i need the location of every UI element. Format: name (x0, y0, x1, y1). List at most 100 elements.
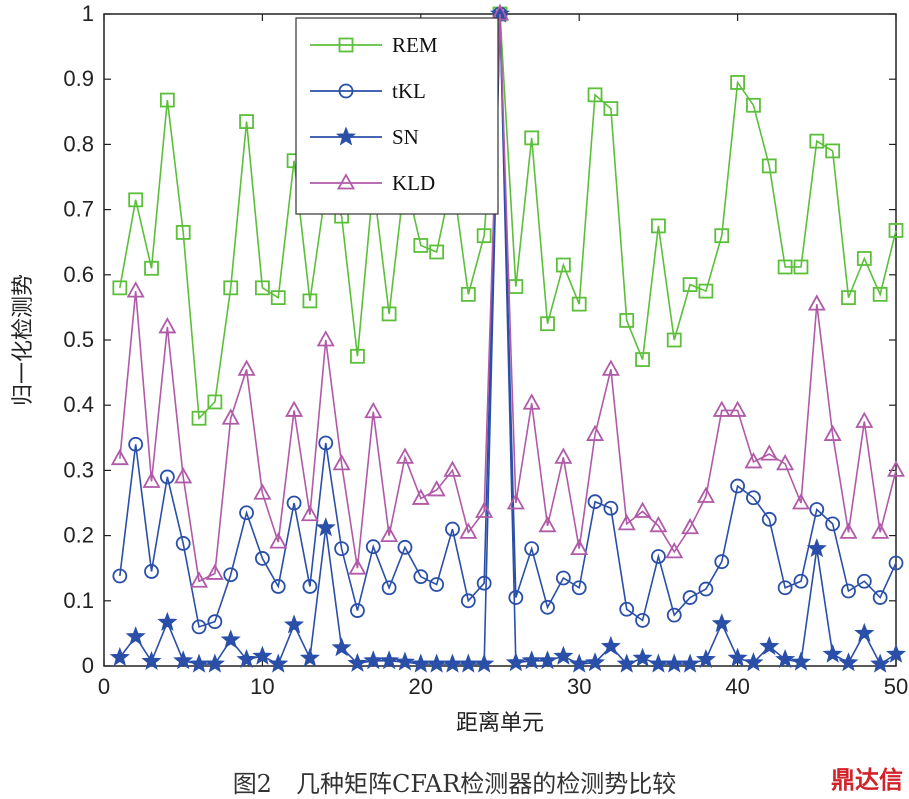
data-point-SN (252, 645, 273, 665)
data-point-REM (159, 92, 175, 108)
data-point-KLD (300, 504, 319, 522)
y-tick-label: 0.1 (63, 588, 94, 613)
data-point-SN (553, 645, 574, 665)
y-axis-label: 归一化检测势 (11, 274, 36, 406)
data-point-REM (825, 143, 841, 159)
data-point-SN (474, 653, 495, 673)
data-point-tKL (746, 490, 761, 506)
data-point-KLD (554, 447, 573, 464)
data-point-SN (711, 613, 732, 633)
data-point-tKL (302, 579, 318, 594)
legend-label: REM (392, 33, 438, 57)
data-point-SN (331, 637, 352, 657)
data-point-KLD (586, 424, 605, 441)
data-point-REM (207, 394, 223, 410)
data-point-REM (730, 75, 745, 90)
data-point-tKL (698, 581, 714, 597)
data-point-REM (587, 87, 603, 103)
x-tick-label: 0 (98, 674, 110, 699)
data-point-tKL (207, 614, 223, 630)
data-point-SN (775, 648, 796, 668)
data-point-KLD (538, 515, 557, 533)
data-point-SN (315, 517, 336, 537)
data-point-REM (381, 306, 397, 322)
legend-entry-REM: REM (310, 33, 438, 57)
data-point-KLD (364, 401, 383, 419)
data-point-KLD (459, 522, 478, 539)
data-point-REM (429, 244, 445, 260)
data-point-REM (856, 251, 872, 266)
legend-marker (336, 173, 356, 190)
data-point-SN (569, 653, 590, 673)
data-point-tKL (841, 583, 856, 599)
data-point-tKL (540, 599, 555, 615)
data-point-tKL (397, 539, 413, 555)
y-tick-label: 0.6 (63, 262, 94, 287)
data-point-tKL (555, 570, 571, 586)
data-point-tKL (159, 469, 175, 485)
data-point-KLD (681, 517, 700, 535)
figure-caption: 图2 几种矩阵CFAR检测器的检测势比较 (232, 770, 677, 798)
data-point-KLD (316, 330, 335, 347)
data-point-tKL (413, 569, 429, 585)
data-point-KLD (411, 488, 430, 505)
data-point-SN (220, 629, 241, 649)
data-point-tKL (603, 500, 619, 516)
data-point-SN (379, 650, 400, 670)
y-tick-label: 0.8 (63, 131, 94, 156)
data-point-tKL (730, 478, 745, 494)
data-point-REM (555, 257, 571, 273)
data-point-REM (476, 228, 492, 244)
data-point-SN (109, 646, 130, 667)
y-tick-label: 0.4 (63, 392, 94, 417)
data-point-tKL (445, 521, 460, 537)
data-point-SN (727, 647, 748, 667)
data-point-SN (759, 635, 780, 655)
data-point-SN (505, 652, 526, 672)
data-point-SN (537, 650, 558, 670)
data-point-tKL (587, 494, 603, 510)
data-point-REM (413, 238, 429, 253)
data-point-REM (112, 280, 128, 296)
data-point-tKL (872, 590, 888, 605)
data-point-KLD (839, 522, 858, 539)
data-point-REM (524, 130, 540, 146)
data-point-SN (394, 651, 415, 671)
data-point-SN (585, 652, 606, 672)
data-point-tKL (239, 505, 254, 521)
data-point-REM (714, 228, 730, 244)
chart: 0 10 20 30 40 50 0 0.1 0.2 0.3 0.4 0.5 0.6 0.7 0.8 0.9 1… (11, 1, 908, 736)
y-tick-label: 0.7 (63, 197, 94, 222)
data-point-KLD (617, 514, 636, 531)
y-tick-label: 0.3 (63, 457, 94, 482)
legend-marker (338, 37, 354, 53)
data-point-KLD (791, 493, 810, 510)
data-point-KLD (490, 4, 510, 21)
data-point-SN (125, 626, 146, 646)
watermark-logo: 鼎达信 (831, 766, 903, 794)
data-point-KLD (522, 393, 541, 410)
data-point-KLD (142, 471, 161, 488)
data-point-KLD (744, 452, 763, 469)
data-point-REM (841, 290, 856, 306)
data-point-REM (793, 259, 809, 275)
data-point-KLD (285, 400, 304, 417)
series-line-REM (119, 13, 897, 421)
data-point-SN (189, 653, 210, 673)
series-layer (109, 3, 907, 673)
data-point-SN (204, 653, 225, 673)
data-point-SN (157, 611, 178, 631)
data-point-tKL (571, 580, 587, 596)
data-point-SN (410, 653, 431, 673)
legend-entry-KLD: KLD (310, 171, 435, 195)
data-point-tKL (777, 580, 793, 596)
data-point-tKL (809, 502, 825, 517)
data-point-KLD (395, 447, 414, 464)
data-point-REM (777, 259, 793, 275)
data-point-REM (698, 283, 714, 299)
data-point-tKL (761, 511, 777, 527)
data-point-tKL (223, 567, 239, 583)
data-point-KLD (823, 424, 842, 441)
data-point-tKL (856, 573, 872, 589)
data-point-REM (254, 280, 270, 296)
